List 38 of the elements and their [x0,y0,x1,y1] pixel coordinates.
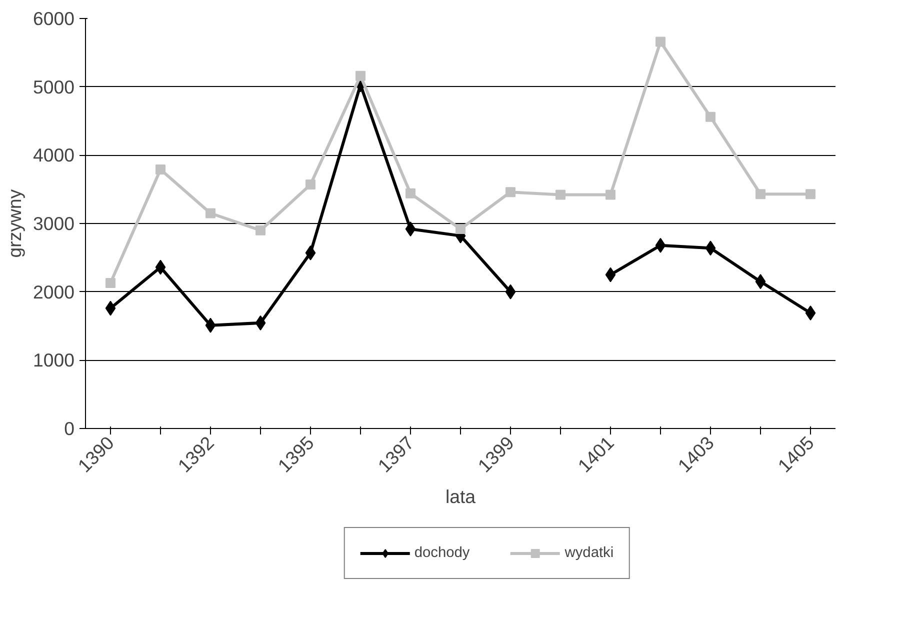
point [306,180,316,190]
point [406,188,416,198]
legend-label: wydatki [564,544,614,560]
point [755,274,766,290]
point [156,164,166,175]
point [805,306,816,321]
x-axis-title: lata [445,486,476,508]
point [405,221,416,236]
point [656,36,666,47]
y-tick-label: 4000 [32,144,75,166]
point [605,267,616,282]
y-tick-label: 2000 [32,281,75,302]
point [155,260,166,275]
point [105,300,116,316]
point [506,187,516,198]
point [256,225,266,236]
point [806,189,816,200]
y-tick-label: 3000 [32,213,75,234]
y-tick-label: 6000 [32,8,75,29]
point [505,284,516,300]
y-axis-title: grzywny [4,188,25,258]
point [255,315,266,330]
point [206,208,216,218]
y-tick-label: 0 [64,418,75,439]
point [756,189,766,200]
point [305,245,316,260]
point [356,70,366,81]
point [655,238,666,253]
point [205,318,216,333]
legend-label: dochody [414,544,470,560]
y-tick-label: 5000 [32,76,75,98]
point [556,190,566,200]
point [106,278,116,288]
y-tick-label: 1000 [32,350,75,371]
point [705,240,716,256]
point [606,190,616,200]
point [456,224,466,234]
point [706,112,716,122]
